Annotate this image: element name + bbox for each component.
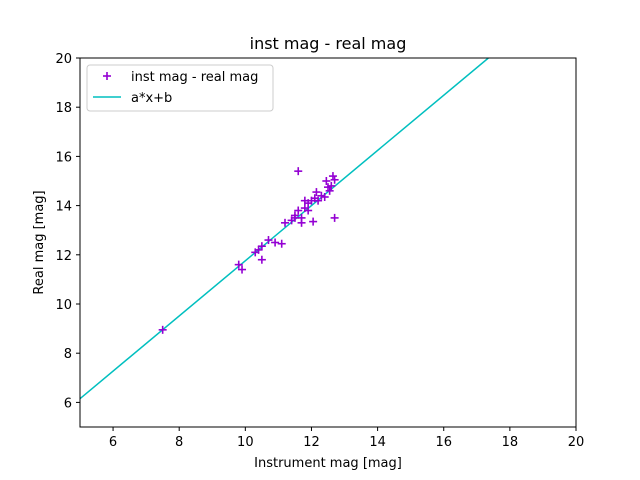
y-tick-label: 12 bbox=[55, 249, 72, 264]
data-point bbox=[238, 265, 247, 274]
x-tick-label: 8 bbox=[175, 435, 183, 450]
plot-area bbox=[80, 58, 489, 400]
data-point bbox=[314, 196, 323, 205]
data-point bbox=[158, 325, 167, 334]
y-tick-label: 18 bbox=[55, 101, 72, 116]
legend-label-fit: a*x+b bbox=[131, 91, 172, 106]
legend-scatter-marker bbox=[103, 72, 111, 80]
chart-title: inst mag - real mag bbox=[250, 34, 407, 53]
data-point bbox=[325, 186, 334, 195]
y-tick-label: 8 bbox=[64, 347, 72, 362]
axes-frame bbox=[79, 57, 577, 428]
data-point bbox=[277, 239, 286, 248]
y-tick-label: 10 bbox=[55, 298, 72, 313]
data-point bbox=[328, 172, 337, 181]
data-point bbox=[320, 192, 329, 201]
data-point bbox=[294, 206, 303, 215]
x-tick-label: 14 bbox=[369, 435, 386, 450]
data-point bbox=[297, 213, 306, 222]
x-tick-label: 18 bbox=[502, 435, 519, 450]
y-axis: 6 8 10 12 14 16 18 20 bbox=[55, 52, 80, 411]
fit-line bbox=[80, 58, 489, 400]
data-point bbox=[304, 206, 313, 215]
data-point bbox=[294, 167, 303, 176]
data-point bbox=[264, 236, 273, 245]
y-tick-label: 16 bbox=[55, 150, 72, 165]
x-tick-label: 10 bbox=[237, 435, 254, 450]
data-point bbox=[322, 177, 331, 185]
x-tick-label: 6 bbox=[109, 435, 117, 450]
y-tick-label: 6 bbox=[64, 396, 72, 411]
legend-box bbox=[86, 64, 274, 112]
y-tick-label: 20 bbox=[55, 52, 72, 67]
data-point bbox=[330, 175, 339, 184]
data-point bbox=[327, 181, 336, 190]
legend-label-scatter: inst mag - real mag bbox=[131, 70, 258, 85]
data-point bbox=[234, 260, 243, 269]
y-axis-label: Real mag [mag] bbox=[32, 190, 47, 294]
x-tick-label: 20 bbox=[568, 435, 585, 450]
data-point bbox=[309, 217, 318, 226]
data-point bbox=[271, 238, 280, 247]
legend: inst mag - real mag a*x+b bbox=[86, 64, 274, 112]
legend-plus-marker bbox=[103, 72, 111, 80]
data-point bbox=[257, 242, 266, 251]
x-tick-label: 16 bbox=[435, 435, 452, 450]
data-point bbox=[312, 188, 321, 197]
data-point bbox=[330, 213, 339, 222]
data-point bbox=[257, 255, 266, 264]
x-axis-label: Instrument mag [mag] bbox=[254, 456, 402, 471]
x-axis: 6 8 10 12 14 16 18 20 bbox=[109, 427, 584, 450]
x-tick-label: 12 bbox=[303, 435, 320, 450]
data-point bbox=[281, 218, 290, 227]
y-tick-label: 14 bbox=[55, 200, 72, 215]
